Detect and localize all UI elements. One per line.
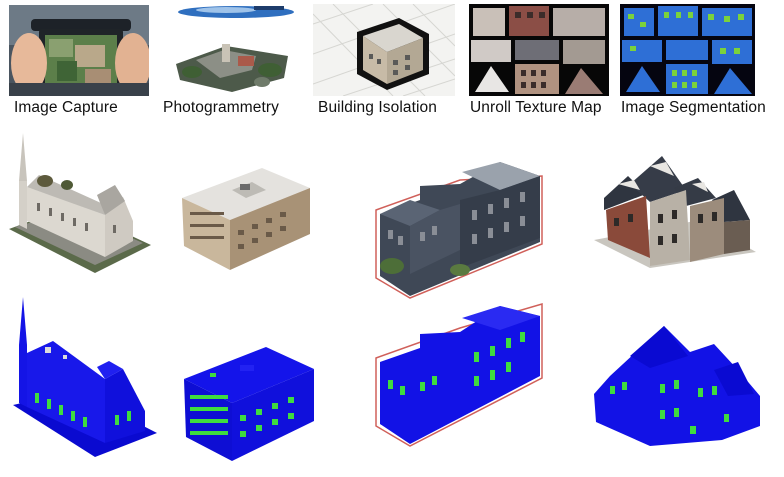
photogrammetry-model	[166, 0, 301, 96]
office-block-segmented-model	[180, 335, 320, 465]
building-isolation-image	[313, 4, 455, 96]
gray-house-segmented-model	[370, 298, 550, 448]
image-capture-photo	[9, 5, 149, 96]
step-label-photogrammetry: Photogrammetry	[163, 99, 279, 116]
step-label-image-capture: Image Capture	[14, 99, 118, 116]
victorian-house-segmented-model	[590, 322, 765, 452]
church-textured-model	[5, 125, 155, 275]
step-label-image-segmentation: Image Segmentation	[621, 99, 766, 116]
office-block-textured-model	[180, 150, 315, 275]
gray-house-textured-model	[370, 150, 550, 300]
step-label-unroll-texture-map: Unroll Texture Map	[470, 99, 602, 116]
church-segmented-model	[5, 295, 160, 465]
victorian-house-textured-model	[590, 150, 760, 280]
segmented-texture-map	[620, 4, 755, 96]
step-label-building-isolation: Building Isolation	[318, 99, 437, 116]
unrolled-texture-map	[469, 4, 609, 96]
